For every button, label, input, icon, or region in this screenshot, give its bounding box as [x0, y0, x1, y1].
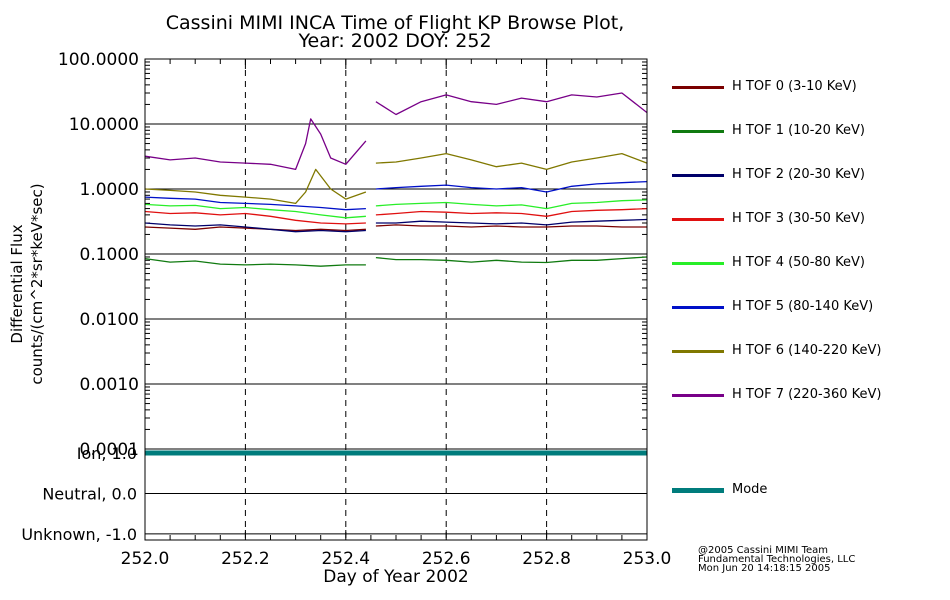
- series-line-h-tof-4-seg1: [375, 199, 648, 210]
- legend-label: H TOF 3 (30-50 KeV): [732, 211, 865, 226]
- legend-swatch: [672, 262, 724, 265]
- series-line-h-tof-6-seg0: [144, 168, 367, 205]
- chart-title-line-1: Cassini MIMI INCA Time of Flight KP Brow…: [165, 12, 625, 34]
- x-tick-label: 252.6: [422, 549, 471, 569]
- credits-line-2: Fundamental Technologies, LLC: [698, 554, 856, 565]
- legend-swatch: [672, 218, 724, 221]
- legend-swatch: [672, 86, 724, 89]
- y-tick-label: 0.0100: [80, 310, 139, 330]
- x-tick-label: 252.4: [321, 549, 370, 569]
- series-line-h-tof-3-seg0: [144, 210, 366, 225]
- legend-label: H TOF 4 (50-80 KeV): [732, 255, 865, 270]
- legend-label: Mode: [732, 482, 768, 497]
- y-tick-label: 0.0001: [80, 440, 139, 460]
- legend-label: H TOF 6 (140-220 KeV): [732, 343, 882, 358]
- legend-swatch: [672, 488, 724, 493]
- y-tick-label: 100.0000: [58, 50, 139, 70]
- credits-line-1: @2005 Cassini MIMI Team: [698, 545, 828, 556]
- plot-frame: [144, 58, 648, 541]
- legend-swatch: [672, 394, 724, 397]
- legend-swatch: [672, 350, 724, 353]
- y-tick-label: 0.0010: [80, 375, 139, 395]
- series-line-h-tof-7-seg1: [375, 92, 648, 116]
- legend-label: H TOF 1 (10-20 KeV): [732, 123, 865, 138]
- y-axis-label-line-1: Differential Flux: [8, 224, 26, 343]
- credits: @2005 Cassini MIMI Team Fundamental Tech…: [698, 545, 856, 574]
- y-tick-label: 0.1000: [80, 245, 139, 265]
- y-tick-label: 10.0000: [69, 115, 139, 135]
- credits-line-3: Mon Jun 20 14:18:15 2005: [698, 563, 831, 574]
- x-tick-label: 252.2: [221, 549, 270, 569]
- mode-tick-label: Ion, 1.0: [77, 444, 137, 463]
- series-line-h-tof-5-seg1: [375, 180, 648, 193]
- legend-swatch: [672, 130, 724, 133]
- legend-swatch: [672, 174, 724, 177]
- series-line-h-tof-5-seg0: [144, 196, 366, 211]
- x-axis-label: Day of Year 2002: [323, 567, 468, 587]
- series-line-h-tof-1-seg1: [375, 256, 648, 264]
- legend-label: H TOF 2 (20-30 KeV): [732, 167, 865, 182]
- y-tick-label: 1.0000: [80, 180, 139, 200]
- series-line-h-tof-0-seg1: [375, 224, 647, 228]
- legend-swatch: [672, 306, 724, 309]
- series-line-h-tof-7-seg0: [144, 118, 367, 171]
- mode-tick-label: Neutral, 0.0: [42, 484, 137, 503]
- legend-label: H TOF 0 (3-10 KeV): [732, 79, 857, 94]
- series-line-h-tof-6-seg1: [375, 152, 648, 171]
- x-tick-label: 253.0: [623, 549, 672, 569]
- legend-label: H TOF 5 (80-140 KeV): [732, 299, 874, 314]
- x-tick-label: 252.0: [121, 549, 170, 569]
- series-line-h-tof-1-seg0: [144, 257, 366, 267]
- y-axis-label-line-2: counts/(cm^2*sr*keV*sec): [28, 183, 46, 384]
- series-line-h-tof-4-seg0: [144, 203, 366, 219]
- x-tick-label: 252.8: [522, 549, 571, 569]
- chart-title-line-2: Year: 2002 DOY: 252: [298, 30, 492, 52]
- legend-label: H TOF 7 (220-360 KeV): [732, 387, 882, 402]
- series-line-h-tof-3-seg1: [375, 207, 648, 217]
- series-line-h-tof-2-seg0: [144, 222, 366, 233]
- mode-tick-label: Unknown, -1.0: [21, 525, 137, 544]
- series-line-h-tof-2-seg1: [375, 218, 648, 226]
